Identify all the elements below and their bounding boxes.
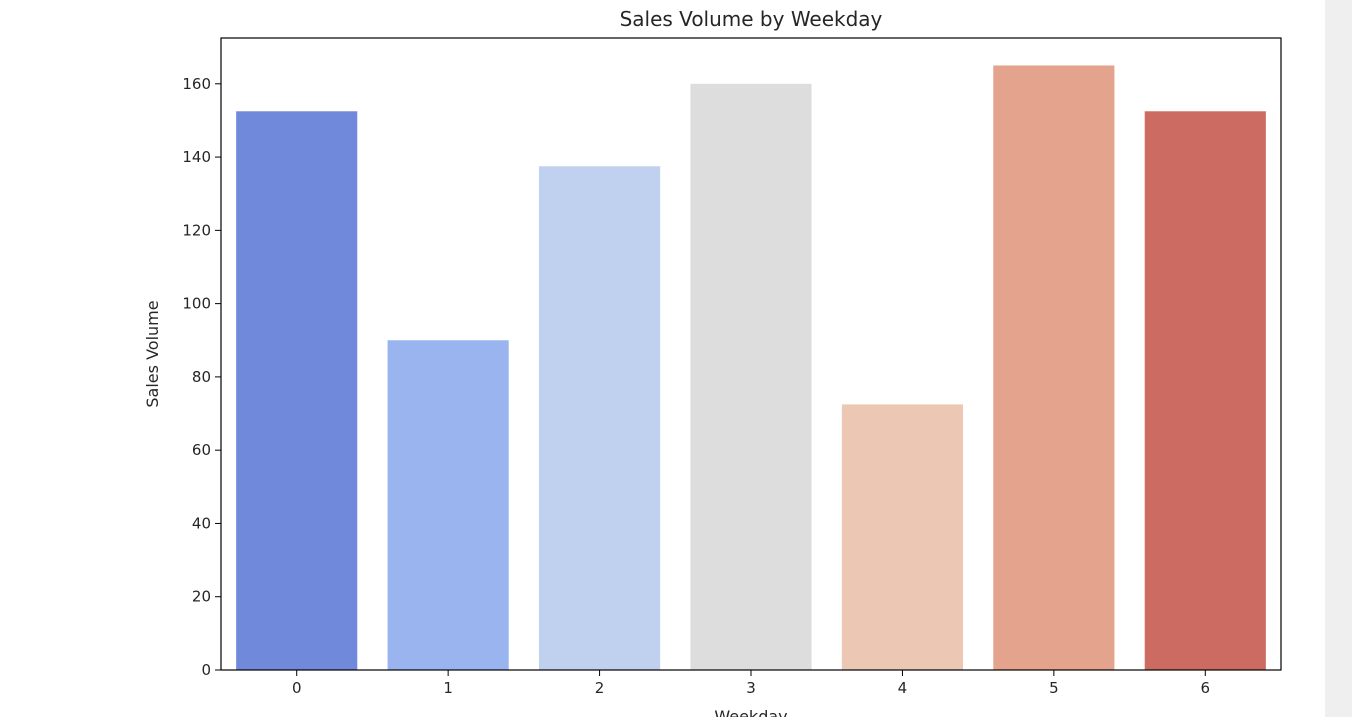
x-tick-label: 4 <box>898 679 908 697</box>
plot-frame <box>220 37 1282 671</box>
y-tick-label: 20 <box>192 588 211 606</box>
bar-3 <box>690 83 812 670</box>
y-axis-label: Sales Volume <box>143 300 162 407</box>
x-tick-label: 5 <box>1049 679 1059 697</box>
x-tick-label: 0 <box>292 679 302 697</box>
x-tick-label: 1 <box>443 679 453 697</box>
x-tick-label: 3 <box>746 679 756 697</box>
y-tick-label: 60 <box>192 441 211 459</box>
x-tick-label: 2 <box>595 679 605 697</box>
y-tick-label: 160 <box>182 75 211 93</box>
y-tick-label: 0 <box>201 661 211 679</box>
bar-4 <box>841 404 963 670</box>
bar-0 <box>236 111 358 670</box>
x-axis-ticks: 0 1 2 3 4 5 6 <box>292 670 1210 697</box>
side-panel-strip <box>1325 0 1352 717</box>
bar-2 <box>539 166 661 671</box>
bar-5 <box>993 65 1115 670</box>
y-tick-label: 120 <box>182 221 211 239</box>
x-axis-label: Weekday <box>714 707 787 717</box>
bars-group <box>236 65 1266 671</box>
y-tick-label: 140 <box>182 148 211 166</box>
chart-title: Sales Volume by Weekday <box>620 7 883 31</box>
y-tick-label: 100 <box>182 295 211 313</box>
x-tick-label: 6 <box>1201 679 1211 697</box>
bar-1 <box>387 340 509 670</box>
bar-6 <box>1144 111 1266 670</box>
y-tick-label: 80 <box>192 368 211 386</box>
y-tick-label: 40 <box>192 514 211 532</box>
y-axis-ticks: 0 20 40 60 80 100 120 140 160 <box>182 75 221 679</box>
